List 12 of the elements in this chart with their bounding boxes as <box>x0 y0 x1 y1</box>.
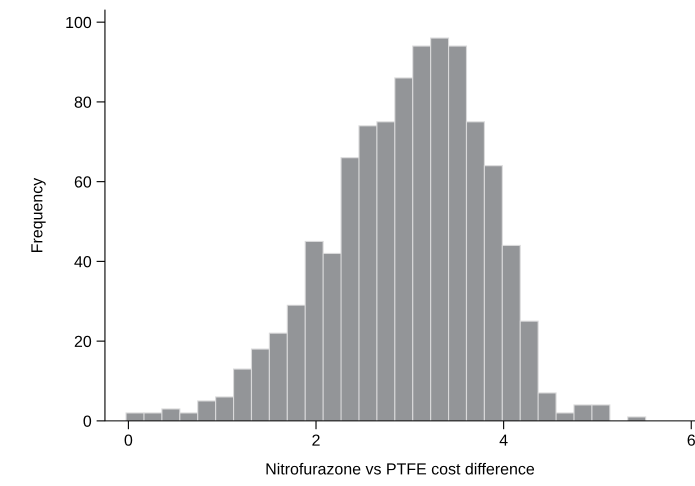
x-tick-label: 6 <box>688 434 695 446</box>
y-tick-label: 0 <box>83 416 92 427</box>
y-tick-label: 100 <box>66 16 92 28</box>
x-tick-label: 2 <box>312 434 320 446</box>
y-tick-label: 60 <box>74 176 92 188</box>
y-tick-label: 80 <box>74 96 92 108</box>
y-tick-label: 20 <box>74 336 92 348</box>
x-tick-label: 4 <box>500 434 508 446</box>
x-tick-label: 0 <box>124 434 132 446</box>
x-axis-title: Nitrofurazone vs PTFE cost difference <box>266 462 534 475</box>
y-tick-label: 40 <box>74 256 92 268</box>
y-axis-title: Frequency <box>31 178 46 252</box>
